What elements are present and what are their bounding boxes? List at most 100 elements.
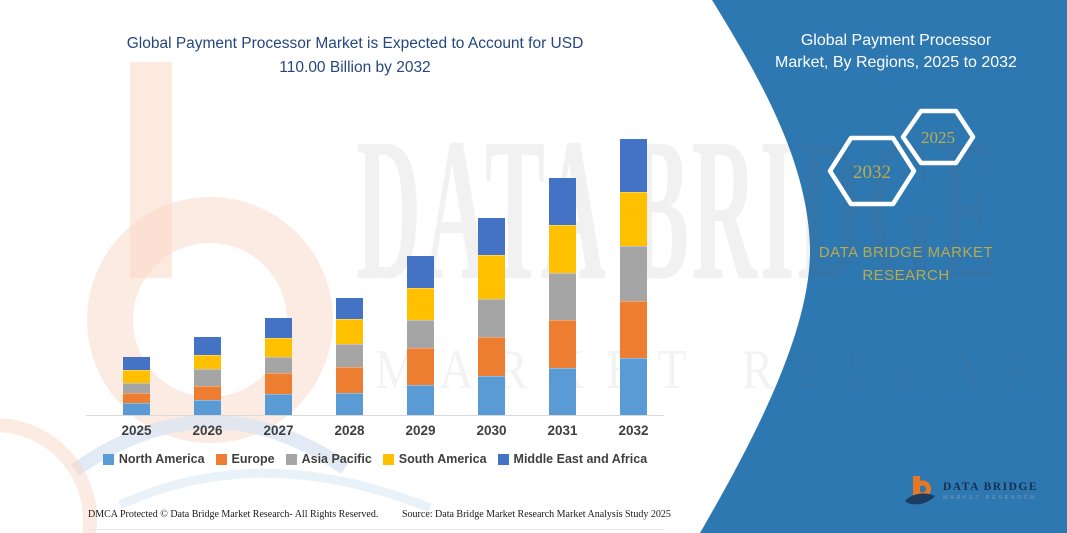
segment-2028-south-america <box>336 319 363 345</box>
year-hexagon-badges: 2025 2032 <box>827 108 976 207</box>
segment-2029-europe <box>407 348 434 385</box>
segment-2028-asia-pacific <box>336 344 363 367</box>
x-axis-label-2028: 2028 <box>334 423 365 438</box>
stacked-bar-2029 <box>407 256 434 415</box>
segment-2025-south-america <box>123 369 150 384</box>
footer-divider <box>88 529 664 530</box>
segment-2027-middle-east-and-africa <box>265 317 292 339</box>
chart-title-line2: 110.00 Billion by 2032 <box>279 59 431 77</box>
x-axis-label-2026: 2026 <box>192 423 223 438</box>
stacked-bar-2028 <box>336 297 363 415</box>
legend-label: Asia Pacific <box>301 452 372 466</box>
bar-column-2031 <box>527 120 598 415</box>
data-bridge-logo-icon <box>905 476 935 505</box>
bar-column-2030 <box>456 120 527 415</box>
brand-line1: DATA BRIDGE MARKET <box>818 244 994 261</box>
panel-title: Global Payment Processor Market, By Regi… <box>750 30 1042 75</box>
data-bridge-logo-text: DATA BRIDGE MARKET RESEARCH <box>943 481 1038 501</box>
legend-item-north-america: North America <box>102 452 205 466</box>
brand-wordmark: DATA BRIDGE MARKET RESEARCH <box>778 241 1034 288</box>
segment-2028-north-america <box>336 393 363 415</box>
legend-swatch-icon <box>215 453 227 465</box>
stacked-bar-chart <box>101 120 669 415</box>
x-axis-line <box>86 415 664 416</box>
segment-2025-middle-east-and-africa <box>123 356 150 370</box>
x-axis-labels: 2025 2026 2027 2028 2029 2030 2031 2032 <box>101 423 669 438</box>
segment-2031-north-america <box>549 367 576 415</box>
segment-2031-middle-east-and-africa <box>549 178 576 226</box>
chart-title: Global Payment Processor Market is Expec… <box>70 32 640 80</box>
segment-2026-asia-pacific <box>194 369 221 386</box>
x-axis-label-2031: 2031 <box>547 423 578 438</box>
segment-2031-south-america <box>549 225 576 273</box>
segment-2032-asia-pacific <box>620 246 647 301</box>
segment-2032-south-america <box>620 192 647 247</box>
segment-2029-south-america <box>407 288 434 321</box>
segment-2025-asia-pacific <box>123 383 150 394</box>
segment-2030-south-america <box>478 255 505 299</box>
segment-2027-europe <box>265 372 292 395</box>
x-axis-label-2027: 2027 <box>263 423 294 438</box>
legend-item-europe: Europe <box>215 452 275 466</box>
stacked-bar-2025 <box>123 356 150 415</box>
bar-column-2027 <box>243 120 314 415</box>
segment-2030-north-america <box>478 376 505 415</box>
segment-2030-middle-east-and-africa <box>478 217 505 256</box>
hexagon-2032-year: 2032 <box>853 162 891 183</box>
panel-title-line2: Market, By Regions, 2025 to 2032 <box>775 54 1017 72</box>
bar-column-2032 <box>598 120 669 415</box>
segment-2032-middle-east-and-africa <box>620 139 647 193</box>
legend-swatch-icon <box>497 453 509 465</box>
segment-2025-europe <box>123 393 150 404</box>
segment-2032-europe <box>620 301 647 358</box>
x-axis-label-2030: 2030 <box>476 423 507 438</box>
legend-swatch-icon <box>285 453 297 465</box>
segment-2029-north-america <box>407 384 434 415</box>
data-bridge-logo: DATA BRIDGE MARKET RESEARCH <box>903 474 1038 508</box>
logo-text-line2: MARKET RESEARCH <box>943 495 1037 501</box>
legend-swatch-icon <box>102 453 114 465</box>
chart-legend: North America Europe Asia Pacific South Ame… <box>86 452 664 466</box>
brand-line2: RESEARCH <box>862 267 950 285</box>
stacked-bar-2032 <box>620 139 647 415</box>
legend-swatch-icon <box>382 453 394 465</box>
stacked-bar-2027 <box>265 317 292 415</box>
x-axis-label-2029: 2029 <box>405 423 436 438</box>
logo-text-line1: DATA BRIDGE <box>943 481 1038 493</box>
segment-2030-asia-pacific <box>478 298 505 338</box>
stacked-bar-2031 <box>549 178 576 415</box>
segment-2029-asia-pacific <box>407 320 434 349</box>
segment-2031-asia-pacific <box>549 272 576 321</box>
segment-2026-europe <box>194 385 221 400</box>
panel-title-line1: Global Payment Processor <box>800 32 992 49</box>
segment-2027-asia-pacific <box>265 356 292 373</box>
segment-2027-north-america <box>265 394 292 415</box>
segment-2025-north-america <box>123 403 150 415</box>
segment-2028-europe <box>336 366 363 394</box>
legend-item-south-america: South America <box>382 452 487 466</box>
legend-label: Europe <box>231 452 275 466</box>
legend-item-middle-east-and-africa: Middle East and Africa <box>497 452 648 466</box>
bar-column-2026 <box>172 120 243 415</box>
segment-2026-middle-east-and-africa <box>194 337 221 355</box>
hexagon-2025-year: 2025 <box>921 128 955 147</box>
legend-label: South America <box>398 452 487 466</box>
stacked-bar-2026 <box>194 337 221 415</box>
legend-item-asia-pacific: Asia Pacific <box>285 452 372 466</box>
legend-label: Middle East and Africa <box>513 452 648 466</box>
segment-2026-north-america <box>194 399 221 415</box>
segment-2032-north-america <box>620 358 647 415</box>
segment-2029-middle-east-and-africa <box>407 256 434 289</box>
segment-2027-south-america <box>265 338 292 357</box>
bar-column-2028 <box>314 120 385 415</box>
stacked-bar-2030 <box>478 217 505 415</box>
source-note: Source: Data Bridge Market Research Mark… <box>402 509 671 520</box>
segment-2030-europe <box>478 337 505 377</box>
chart-title-line1: Global Payment Processor Market is Expec… <box>126 35 584 52</box>
x-axis-label-2032: 2032 <box>618 423 649 438</box>
segment-2031-europe <box>549 320 576 368</box>
legend-label: North America <box>118 452 205 466</box>
segment-2026-south-america <box>194 354 221 370</box>
bar-column-2029 <box>385 120 456 415</box>
dmca-notice: DMCA Protected © Data Bridge Market Rese… <box>88 509 379 520</box>
